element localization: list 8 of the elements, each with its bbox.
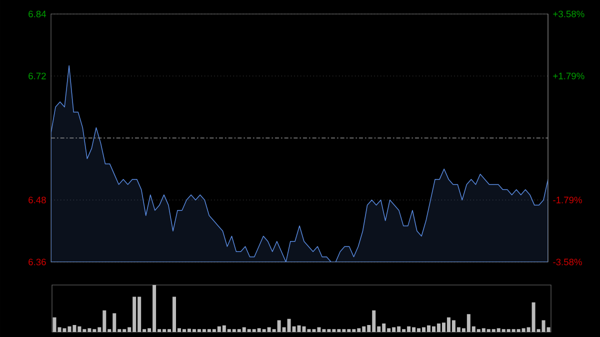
y-tick-label: 6.72 xyxy=(28,72,46,80)
y2-tick-label: -3.58% xyxy=(553,258,582,266)
y-tick-label: 6.48 xyxy=(28,196,46,204)
y-tick-label: 6.84 xyxy=(28,10,46,18)
y2-tick-label: -1.79% xyxy=(553,196,582,204)
y2-tick-label: +3.58% xyxy=(553,10,584,18)
y2-tick-label: +1.79% xyxy=(553,72,584,80)
y-tick-label: 6.36 xyxy=(28,258,46,266)
